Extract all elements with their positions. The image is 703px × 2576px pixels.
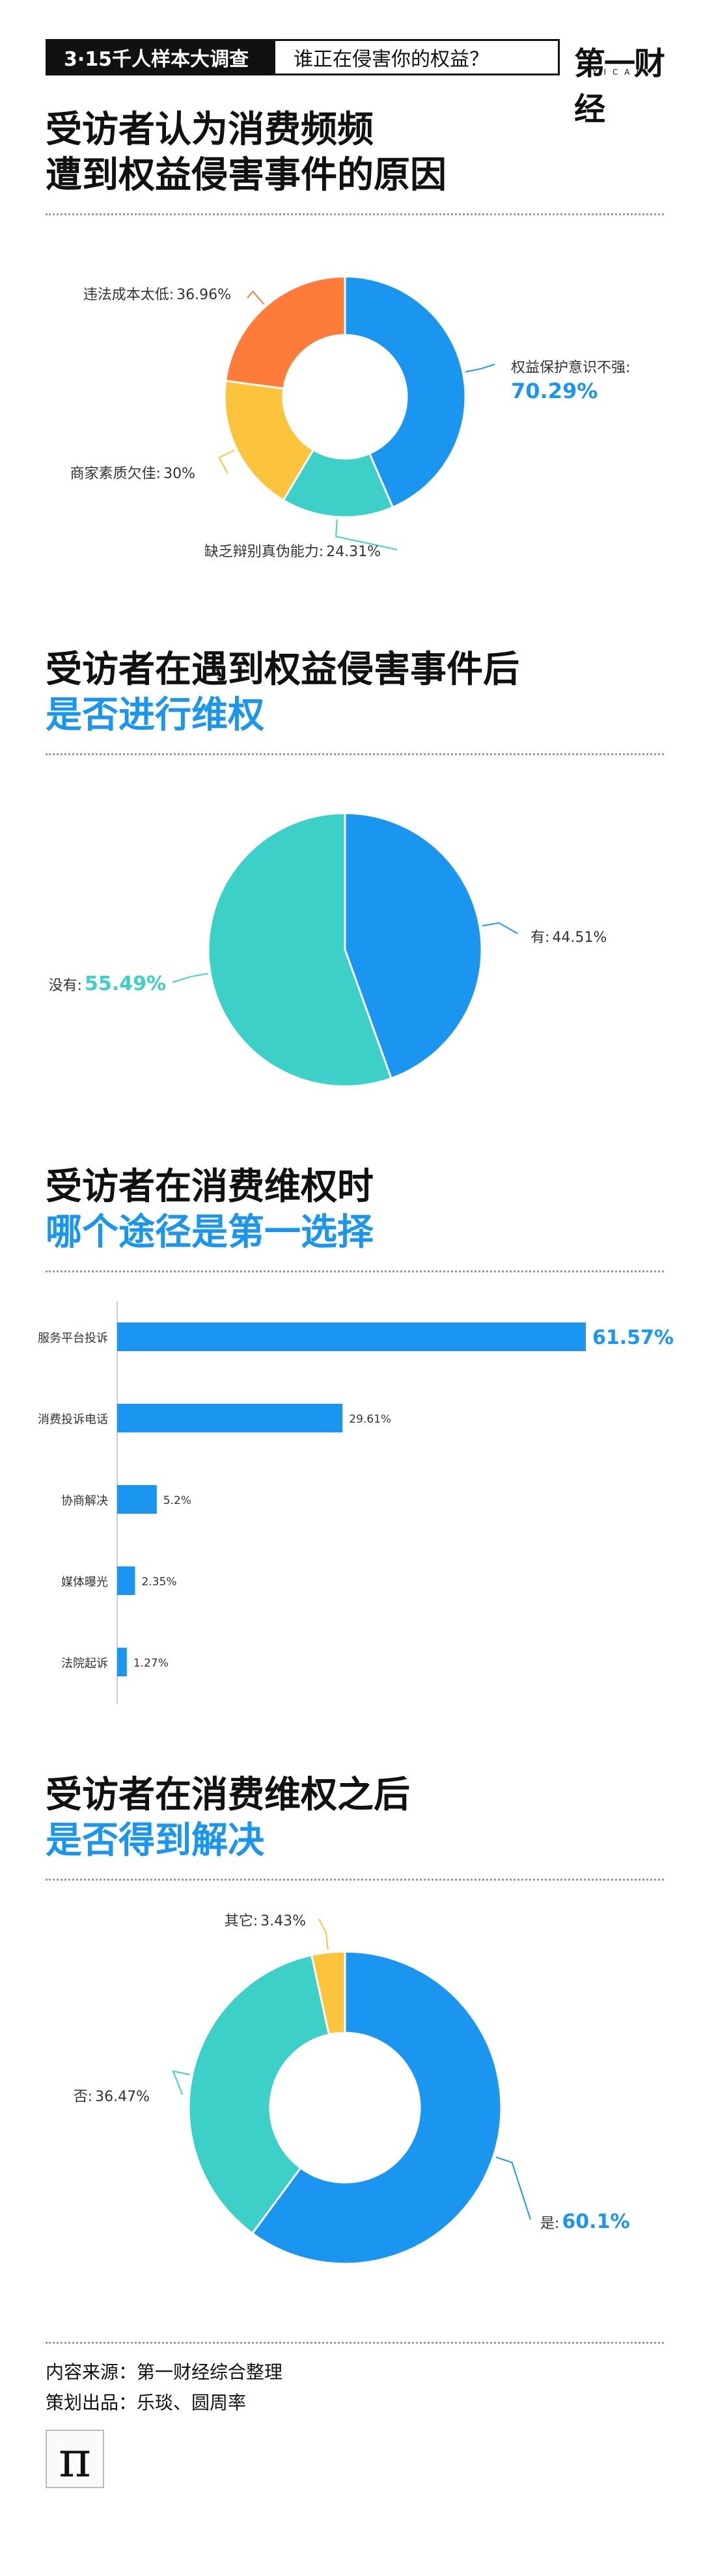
section-4-title-line1: 受访者在消费维权之后 (46, 1774, 410, 1816)
pie-slice (224, 275, 346, 390)
section-3-title: 受访者在消费维权时 哪个途径是第一选择 (46, 1164, 374, 1255)
bar-value-label: 61.57% (592, 1326, 674, 1349)
footer-divider (46, 2342, 664, 2344)
leader-line (335, 519, 398, 550)
survey-tag: 3·15千人样本大调查 (46, 39, 273, 75)
section-1-title-line2: 遭到权益侵害事件的原因 (46, 154, 447, 196)
bar (117, 1566, 135, 1595)
slice-label: 权益保护意识不强: 70.29% (511, 360, 630, 403)
slice-label: 有: 44.51% (531, 930, 607, 946)
bar (117, 1404, 343, 1432)
leader-line (218, 449, 235, 474)
bar-value-label: 1.27% (133, 1657, 169, 1670)
bar-category-label: 协商解决 (61, 1494, 108, 1508)
leader-line (247, 290, 265, 305)
section-1-title-line1: 受访者认为消费频频 (46, 109, 374, 151)
leader-line (318, 1918, 329, 1950)
section-1-title: 受访者认为消费频频 遭到权益侵害事件的原因 (46, 107, 447, 198)
slice-label: 其它: 3.43% (225, 1913, 306, 1929)
slice-label: 没有: 55.49% (49, 973, 166, 995)
footer-source: 内容来源：第一财经综合整理 (46, 2361, 283, 2383)
section-4-title: 受访者在消费维权之后 是否得到解决 (46, 1773, 410, 1864)
brand-sub: YICAI (592, 68, 645, 77)
brand-logo: 第一财经 (574, 46, 665, 127)
channel-bar-chart: 服务平台投诉 61.57% 消费投诉电话 29.61% 协商解决 5.2% 媒体曝光 2.35… (38, 1301, 674, 1704)
bar-category-label: 消费投诉电话 (38, 1413, 108, 1427)
bar-value-label: 29.61% (349, 1413, 391, 1426)
pie-slice (187, 1953, 331, 2235)
headline-tag: 谁正在侵害你的权益？ (273, 39, 560, 75)
rights-action-pie-chart: 有: 44.51% 没有: 55.49% (49, 812, 607, 1088)
leader-line (495, 2156, 531, 2220)
bar-value-label: 2.35% (141, 1576, 176, 1589)
bar (117, 1648, 127, 1676)
section-4-divider (46, 1879, 664, 1881)
resolution-donut-chart: 是: 60.1% 否: 36.47% 其它: 3.43% (74, 1913, 630, 2265)
reasons-donut-chart: 权益保护意识不强: 70.29% 缺乏辩别真伪能力: 24.31% 商家素质欠佳: 30%… (70, 275, 630, 560)
pie-slice (223, 379, 315, 502)
pie-slice (310, 1950, 346, 2036)
footer-credits: 策划出品：乐琰、圆周率 (46, 2392, 247, 2413)
slice-label: 缺乏辩别真伪能力: 24.31% (204, 544, 381, 560)
pie-slice (207, 812, 393, 1088)
section-2-title-line2: 是否进行维权 (46, 694, 264, 736)
bar-category-label: 媒体曝光 (61, 1576, 108, 1589)
pi-logo-icon: π (46, 2430, 104, 2488)
section-3-title-line1: 受访者在消费维权时 (46, 1166, 374, 1208)
section-2-title-line1: 受访者在遇到权益侵害事件后 (46, 649, 519, 691)
leader-line (172, 2070, 190, 2095)
bar-category-label: 服务平台投诉 (38, 1332, 108, 1345)
slice-label: 是: 60.1% (540, 2210, 630, 2233)
section-2-title: 受访者在遇到权益侵害事件后 是否进行维权 (46, 647, 519, 738)
slice-label: 商家素质欠佳: 30% (70, 466, 195, 482)
leader-line (465, 364, 495, 373)
bar-category-label: 法院起诉 (61, 1657, 108, 1670)
pie-slice (251, 1950, 503, 2265)
bar (117, 1485, 157, 1514)
section-1-divider (46, 213, 664, 215)
pie-slice (344, 812, 483, 1080)
slice-label: 否: 36.47% (74, 2089, 150, 2105)
pie-slice (344, 275, 467, 509)
section-2-divider (46, 753, 664, 755)
leader-line (482, 922, 518, 934)
section-3-divider (46, 1270, 664, 1272)
header-bar: 3·15千人样本大调查 谁正在侵害你的权益？ 第一财经 YICAI (46, 39, 665, 127)
slice-label: 违法成本太低: 36.96% (83, 287, 231, 303)
bar-value-label: 5.2% (163, 1494, 191, 1507)
leader-line (172, 973, 208, 983)
section-3-title-line2: 哪个途径是第一选择 (46, 1211, 374, 1254)
bar (117, 1322, 586, 1351)
section-4-title-line2: 是否得到解决 (46, 1819, 264, 1862)
